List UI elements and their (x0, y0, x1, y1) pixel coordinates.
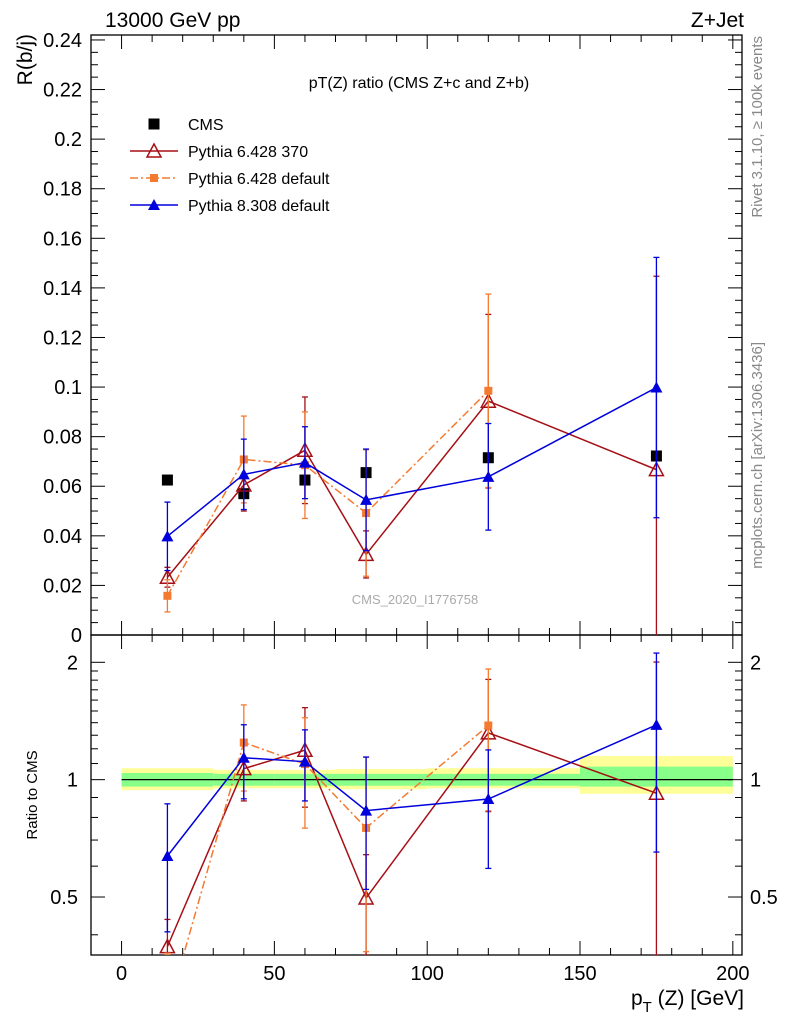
header-left-label: 13000 GeV pp (105, 9, 240, 32)
series-3-point (237, 468, 250, 480)
y-tick-label: 0.06 (43, 476, 82, 498)
series-3-ratio-point (650, 718, 663, 730)
main-series-group (159, 256, 665, 635)
series-2-ratio-point (484, 721, 493, 730)
side-label-rivet: Rivet 3.1.10, ≥ 100k events (749, 36, 766, 218)
series-3-ratio-point (161, 850, 174, 862)
legend-label-2: Pythia 6.428 default (188, 171, 330, 188)
series-3-line (166, 386, 657, 537)
series-2-point (163, 591, 172, 600)
series-1-ratio-line (166, 732, 657, 947)
x-tick-label: 100 (411, 963, 444, 985)
data-marks (159, 256, 665, 1016)
x-axis-label: pT (Z) [GeV] (631, 987, 744, 1016)
series-2-ratio-point (163, 1008, 171, 1016)
series-3-point (482, 470, 495, 482)
side-label-mcplots: mcplots.cern.ch [arXiv:1306.3436] (749, 342, 766, 569)
legend-label-3: Pythia 8.308 default (188, 198, 330, 215)
series-3-point (298, 456, 311, 468)
series-3-point (161, 530, 174, 542)
y-tick-label: 0 (71, 625, 82, 647)
y-axis-label: R(b/j) (14, 34, 37, 85)
ratio-tick-label: 2 (67, 652, 78, 674)
plot-title: pT(Z) ratio (CMS Z+c and Z+b) (309, 75, 530, 92)
legend-label-1: Pythia 6.428 370 (188, 144, 308, 161)
main-plot-frame: 0 0.02 0.04 0.06 0.08 0.1 0.12 0.14 0.16 0.18 0.2 0… (43, 30, 743, 955)
ratio-series-group (159, 652, 665, 1016)
legend-marker-0 (148, 118, 160, 130)
series-3-point (650, 381, 663, 393)
x-tick-label: 0 (116, 963, 127, 985)
series-0-point (161, 474, 173, 486)
y-tick-label: 0.18 (43, 179, 82, 201)
legend-marker-2 (150, 174, 158, 182)
y-tick-label: 0.1 (54, 377, 82, 399)
x-tick-label: 200 (716, 963, 749, 985)
y-tick-label: 0.12 (43, 327, 82, 349)
y-tick-label: 0.14 (43, 278, 82, 300)
series-2-point (484, 386, 493, 395)
legend-label-0: CMS (188, 117, 224, 134)
ratio-tick-label-right: 2 (750, 652, 761, 674)
legend-marker-1 (145, 142, 163, 158)
ratio-plot-frame: 0 50 100 150 200 0.5 0.5 1 1 2 2 (50, 634, 778, 985)
ratio-y-axis-label: Ratio to CMS (24, 750, 41, 839)
ratio-tick-label-right: 0.5 (750, 887, 778, 909)
legend-marker-3 (148, 199, 160, 210)
x-tick-label: 150 (563, 963, 596, 985)
y-tick-label: 0.22 (43, 80, 82, 102)
series-3-ratio-line (166, 724, 657, 857)
legend: CMS Pythia 6.428 370 Pythia 6.428 default P… (130, 117, 330, 215)
y-tick-label: 0.16 (43, 228, 82, 250)
y-tick-label: 0.08 (43, 427, 82, 449)
ratio-tick-label: 0.5 (50, 887, 78, 909)
y-tick-label: 0.24 (43, 30, 82, 52)
series-3-ratio-point (298, 755, 311, 767)
y-tick-label: 0.2 (54, 129, 82, 151)
series-1-line (166, 400, 657, 578)
y-tick-label: 0.02 (43, 575, 82, 597)
series-2-line (166, 390, 489, 597)
ratio-plot-border (90, 634, 743, 956)
ratio-tick-label-right: 1 (750, 770, 761, 792)
y-tick-label: 0.04 (43, 526, 82, 548)
series-3-point (360, 493, 373, 505)
header-right-label: Z+Jet (691, 9, 744, 32)
watermark: CMS_2020_I1776758 (352, 592, 479, 607)
series-3-ratio-point (360, 804, 373, 816)
series-2-ratio-line (182, 724, 489, 955)
ratio-tick-label: 1 (67, 770, 78, 792)
series-3-ratio-point (482, 793, 495, 805)
series-3-ratio-point (237, 751, 250, 763)
x-tick-label: 50 (263, 963, 285, 985)
